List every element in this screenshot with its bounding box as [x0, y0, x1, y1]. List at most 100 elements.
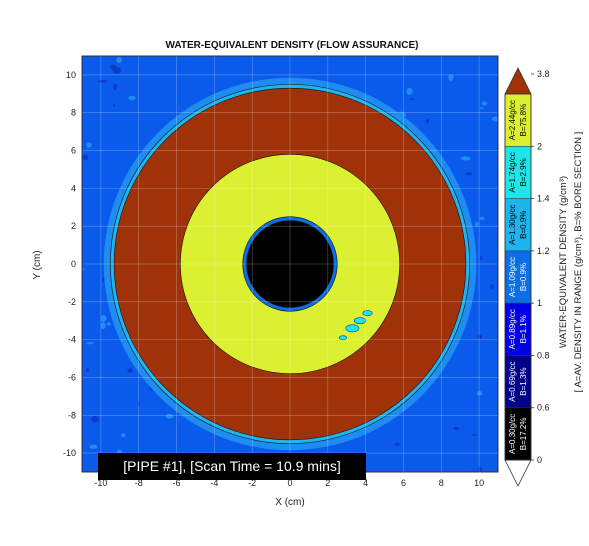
colorbar-segment-a-label: A=2.44g/cc — [508, 100, 517, 140]
colorbar-tick-label: 0.8 — [537, 350, 550, 360]
x-tick-label: 8 — [439, 478, 444, 488]
chart-title: WATER-EQUIVALENT DENSITY (FLOW ASSURANCE… — [166, 40, 419, 51]
background-speckle — [426, 118, 430, 124]
background-speckle — [113, 83, 118, 90]
colorbar-tick-label: 0.6 — [537, 403, 550, 413]
background-speckle — [106, 322, 111, 326]
background-speckle — [82, 268, 85, 271]
background-speckle — [448, 74, 454, 82]
background-speckle — [409, 98, 415, 101]
colorbar-bottom-arrow — [504, 459, 532, 487]
x-tick-label: -6 — [173, 478, 181, 488]
density-pocket — [345, 324, 360, 333]
y-tick-label: 10 — [66, 70, 76, 80]
colorbar-segment-a-label: A=1.09g/cc — [508, 257, 517, 297]
background-speckle — [91, 415, 100, 423]
colorbar-tick-label: 0 — [537, 455, 542, 465]
x-axis-label: X (cm) — [275, 497, 304, 508]
x-tick-label: -8 — [135, 478, 143, 488]
background-speckle — [86, 368, 90, 372]
plot-area — [82, 56, 498, 472]
colorbar-segment-b-label: B=75.8% — [519, 104, 528, 137]
colorbar-tick-label: 3.8 — [537, 69, 550, 79]
colorbar-segment — [504, 146, 532, 199]
y-tick-label: 4 — [71, 183, 76, 193]
colorbar-tick-label: 1.4 — [537, 194, 550, 204]
background-speckle — [86, 341, 94, 345]
colorbar-segment — [504, 198, 532, 252]
colorbar-segment-b-label: B=2.9% — [519, 158, 528, 186]
density-pocket — [353, 317, 366, 325]
x-tick-label: -10 — [94, 478, 107, 488]
x-tick-label: 10 — [474, 478, 484, 488]
density-pocket — [338, 335, 348, 341]
background-speckle — [453, 426, 460, 430]
x-tick-label: -2 — [248, 478, 256, 488]
y-tick-label: 8 — [71, 108, 76, 118]
background-speckle — [89, 444, 98, 449]
background-speckle — [479, 216, 485, 221]
x-tick-label: -4 — [210, 478, 218, 488]
colorbar-segment-a-label: A=0.69g/cc — [508, 361, 517, 401]
density-rings — [103, 77, 477, 451]
density-pocket — [362, 310, 373, 317]
background-speckle — [128, 95, 136, 101]
background-speckle — [86, 142, 92, 148]
background-speckle — [82, 154, 89, 161]
background-speckle — [100, 315, 107, 322]
background-speckle — [121, 433, 126, 438]
colorbar-segment-a-label: A=1.30g/cc — [508, 205, 517, 245]
colorbar-segment-b-label: B=1.3% — [519, 367, 528, 395]
background-speckle — [481, 101, 487, 106]
background-speckle — [97, 80, 108, 83]
scan-annotation-text: [PIPE #1], [Scan Time = 10.9 mins] — [123, 458, 341, 474]
colorbar-tick-label: 2 — [537, 141, 542, 151]
y-tick-label: -8 — [68, 410, 76, 420]
background-speckle — [475, 221, 479, 227]
colorbar-label: WATER-EQUIVALENT DENSITY (g/cm³) — [558, 176, 569, 348]
colorbar: A=0.30g/cc B=17.2% A=0.69g/cc B=1.3% A=0.89g… — [504, 67, 550, 487]
y-tick-label: 0 — [71, 259, 76, 269]
y-tick-label: -4 — [68, 335, 76, 345]
colorbar-segment-a-label: A=1.74g/cc — [508, 152, 517, 192]
scan-annotation: [PIPE #1], [Scan Time = 10.9 mins] — [98, 453, 366, 480]
y-tick-label: 2 — [71, 221, 76, 231]
background-speckle — [480, 256, 483, 260]
background-speckle — [471, 433, 477, 437]
colorbar-frame — [504, 93, 532, 461]
background-speckle — [491, 116, 498, 122]
y-axis-label: Y (cm) — [32, 250, 43, 279]
x-tick-labels: -10 -8 -6 -4 -2 0 2 4 6 8 10 — [94, 478, 484, 488]
background-speckle — [406, 87, 413, 95]
background-speckle — [100, 322, 106, 330]
y-tick-labels: 10 8 6 4 2 0 -2 -4 -6 -8 -10 — [63, 70, 76, 458]
background-speckle — [112, 104, 116, 107]
colorbar-tick-label: 1.2 — [537, 246, 550, 256]
colorbar-top-arrow — [504, 67, 532, 95]
y-tick-label: 6 — [71, 146, 76, 156]
background-speckle — [116, 56, 123, 64]
background-speckle — [394, 442, 400, 446]
colorbar-segment-b-label: B=17.2% — [519, 418, 528, 451]
background-speckle — [165, 413, 174, 419]
colorbar-tick-label: 1 — [537, 298, 542, 308]
background-speckle — [461, 156, 471, 161]
background-speckle — [112, 66, 121, 74]
x-tick-label: 2 — [325, 478, 330, 488]
x-tick-label: 4 — [363, 478, 368, 488]
x-tick-label: 0 — [287, 478, 292, 488]
y-tick-label: -2 — [68, 297, 76, 307]
y-tick-label: -10 — [63, 448, 76, 458]
colorbar-sublabel: [ A=AV. DENSITY IN RANGE (g/cm³), B=% BO… — [573, 132, 584, 393]
colorbar-segment-b-label: B=0.9% — [519, 263, 528, 291]
background-speckle — [476, 390, 483, 396]
colorbar-segment-b-label: B=0.9% — [519, 211, 528, 239]
background-speckle — [490, 284, 494, 289]
background-speckle — [476, 334, 483, 340]
colorbar-segment — [504, 302, 532, 356]
background-speckle — [127, 368, 133, 373]
background-speckle — [137, 400, 140, 407]
x-tick-label: 6 — [401, 478, 406, 488]
colorbar-segment-b-label: B=1.1% — [519, 315, 528, 343]
